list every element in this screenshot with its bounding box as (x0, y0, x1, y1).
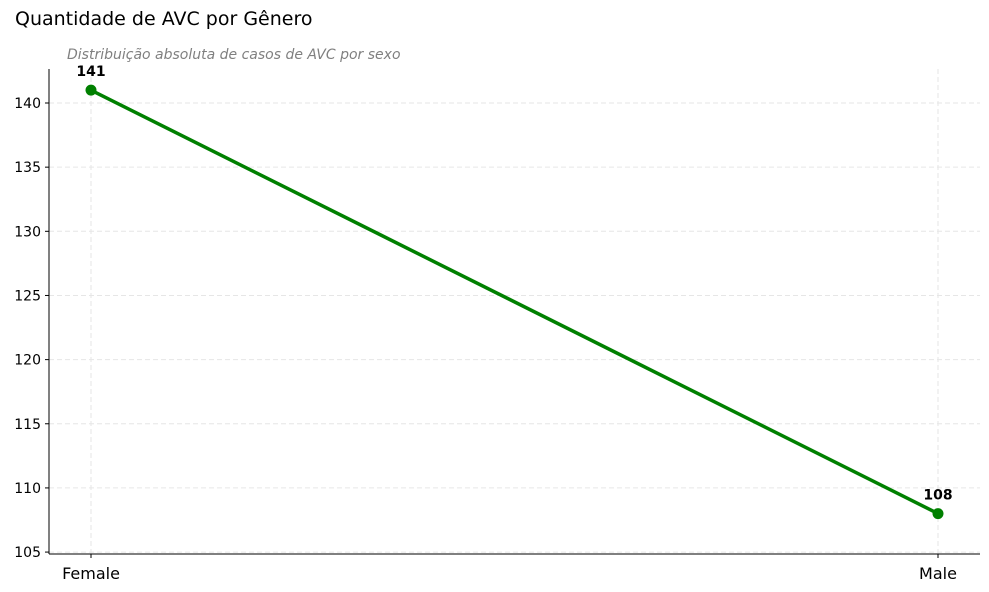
chart-title: Quantidade de AVC por Gênero (15, 8, 313, 30)
x-tick-label: Female (62, 564, 120, 583)
y-tick-label: 115 (14, 417, 41, 433)
y-tick-label: 110 (14, 481, 41, 497)
y-tick-label: 130 (14, 224, 41, 240)
data-point (85, 84, 97, 96)
y-tick-label: 120 (14, 353, 41, 369)
chart-subtitle: Distribuição absoluta de casos de AVC po… (67, 47, 401, 63)
data-label: 141 (76, 64, 105, 80)
y-tick-label: 140 (14, 96, 41, 112)
y-tick-label: 125 (14, 288, 41, 304)
data-point (932, 508, 944, 520)
data-label: 108 (923, 488, 952, 504)
x-tick-label: Male (919, 564, 957, 583)
y-tick-label: 135 (14, 160, 41, 176)
series-line (90, 88, 939, 516)
y-tick-label: 105 (14, 545, 41, 561)
